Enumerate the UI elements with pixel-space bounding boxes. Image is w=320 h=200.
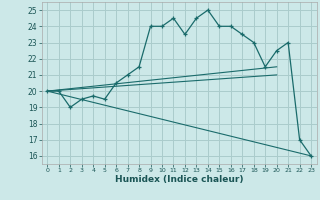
X-axis label: Humidex (Indice chaleur): Humidex (Indice chaleur) (115, 175, 244, 184)
